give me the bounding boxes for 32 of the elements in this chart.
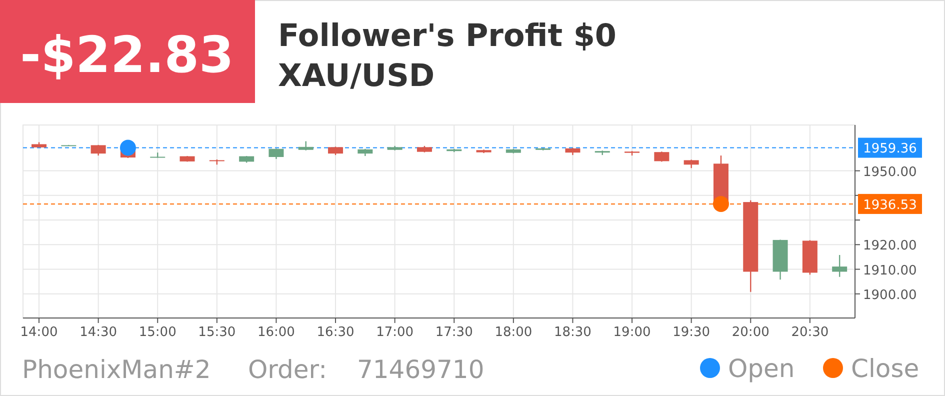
candlestick [268, 148, 284, 160]
ref-line-label: 1959.36 [863, 142, 917, 157]
x-tick-label: 17:30 [435, 325, 473, 340]
candlestick [298, 140, 314, 151]
ref-line-label: 1936.53 [863, 198, 917, 213]
y-tick-label: 1900.00 [863, 288, 917, 303]
chart-subtitle: XAU/USD [278, 58, 435, 94]
text: PhoenixMan#2 [22, 355, 211, 384]
y-tick-label: 1910.00 [863, 263, 917, 278]
x-tick-label: 16:30 [316, 325, 354, 340]
text: Order: [248, 355, 328, 384]
x-tick-label: 20:00 [732, 325, 770, 340]
x-tick-label: 14:00 [20, 325, 58, 340]
y-tick-label: 1950.00 [863, 164, 917, 180]
text: 71469710 [357, 355, 484, 384]
x-tick-label: 20:30 [791, 325, 829, 340]
x-tick-label: 18:00 [494, 325, 532, 340]
x-tick-label: 19:30 [672, 325, 710, 340]
x-tick-label: 15:30 [198, 325, 236, 340]
candlestick [832, 254, 848, 278]
x-tick-label: 16:00 [257, 325, 295, 340]
x-tick-label: 14:30 [80, 325, 118, 340]
x-tick-label: 15:00 [138, 325, 176, 340]
x-tick-label: 17:00 [376, 325, 414, 340]
candlestick [654, 150, 670, 162]
legend-label: Close [851, 354, 920, 383]
x-tick-label: 19:00 [613, 325, 651, 340]
text: -$22.83 [20, 26, 234, 84]
chart-title: Follower's Profit $0 [278, 18, 616, 54]
x-tick-label: 18:30 [554, 325, 592, 340]
y-tick-label: 1920.00 [863, 238, 917, 254]
legend-label: Open [728, 354, 795, 383]
